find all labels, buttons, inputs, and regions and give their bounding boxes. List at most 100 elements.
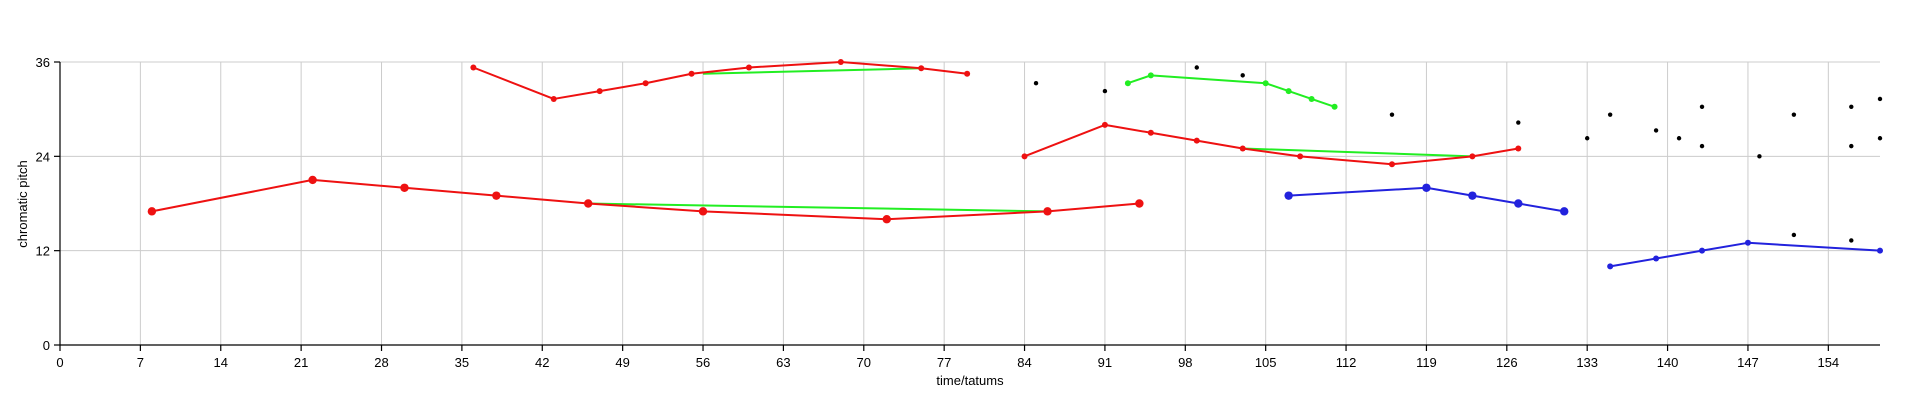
series-point	[584, 199, 593, 208]
y-tick-label: 12	[36, 244, 50, 259]
x-tick-label: 35	[455, 355, 469, 370]
scatter-point	[1877, 96, 1883, 102]
series-point	[1285, 88, 1292, 95]
series-point	[1468, 191, 1477, 200]
scatter-point	[1389, 112, 1395, 117]
x-tick-label: 112	[1336, 355, 1357, 370]
x-tick-label: 0	[56, 355, 63, 370]
scatter-point	[1033, 81, 1039, 86]
series-point	[882, 215, 891, 224]
series-point	[1607, 263, 1614, 270]
scatter-point	[1584, 136, 1590, 141]
series-point	[1308, 95, 1315, 102]
scatter-point	[1676, 136, 1682, 141]
series-point	[837, 59, 844, 65]
x-tick-label: 63	[776, 355, 790, 370]
scatter-points	[1033, 65, 1883, 243]
series-point	[1021, 153, 1028, 160]
scatter-point	[1849, 104, 1854, 110]
y-tick-label: 24	[36, 149, 50, 164]
scatter-point	[1699, 104, 1705, 110]
series-point	[1331, 103, 1338, 110]
series-point	[698, 207, 708, 216]
series-point	[1469, 153, 1476, 160]
series-point	[1297, 153, 1304, 160]
series-point	[1239, 145, 1246, 152]
scatter-point	[1607, 112, 1613, 117]
series-line	[703, 67, 922, 75]
x-tick-label: 91	[1098, 355, 1112, 370]
series-point	[550, 95, 557, 102]
scatter-point	[1699, 143, 1705, 149]
series-point	[147, 207, 157, 216]
grid	[60, 61, 1880, 345]
series-point	[1135, 199, 1144, 208]
y-axis-title: chromatic pitch	[15, 160, 30, 247]
x-tick-label: 70	[857, 355, 871, 370]
series-point	[1262, 80, 1269, 87]
x-tick-label: 7	[137, 355, 144, 370]
series-point	[1653, 255, 1660, 262]
x-tick-label: 84	[1017, 355, 1031, 370]
scatter-point	[1849, 143, 1854, 149]
x-tick-label: 49	[615, 355, 629, 370]
series-point	[1515, 145, 1522, 152]
series-point	[688, 70, 695, 77]
series-point	[1043, 207, 1052, 216]
scatter-point	[1791, 232, 1797, 238]
x-tick-label: 105	[1255, 355, 1277, 370]
series-line	[151, 178, 1140, 221]
x-tick-label: 56	[696, 355, 710, 370]
x-tick-label: 154	[1817, 355, 1839, 370]
scatter-point	[1791, 112, 1797, 117]
series-line	[1609, 241, 1881, 268]
scatter-point	[1240, 73, 1245, 78]
scatter-point	[1849, 238, 1854, 243]
x-tick-label: 119	[1416, 355, 1437, 370]
series-point	[492, 191, 501, 200]
series-point	[642, 80, 649, 87]
series-point	[1877, 247, 1883, 254]
scatter-point	[1877, 136, 1883, 141]
series-point	[1699, 247, 1706, 254]
x-tick-label: 28	[374, 355, 388, 370]
series-point	[1147, 129, 1154, 136]
axes	[59, 62, 1880, 346]
x-tick-label: 140	[1657, 355, 1679, 370]
series-point	[1284, 191, 1293, 200]
scatter-point	[1516, 120, 1521, 125]
series-point	[1422, 183, 1431, 192]
series	[147, 59, 1883, 270]
series-point	[1744, 239, 1751, 246]
x-tick-label: 133	[1576, 355, 1598, 370]
x-tick-label: 21	[294, 355, 308, 370]
scatter-point	[1653, 128, 1659, 133]
x-axis-title: time/tatums	[936, 373, 1004, 388]
scatter-point	[1194, 65, 1199, 70]
tick-labels: 0 7 14 21 28 35 42 49 56 63 70 77 84 91 98 105 112 119 126…	[36, 55, 1840, 370]
series-point	[470, 64, 477, 71]
x-tick-label: 147	[1737, 355, 1759, 370]
series-line	[1127, 74, 1335, 108]
series-point	[1388, 161, 1395, 168]
series-line	[473, 61, 968, 100]
series-point	[1193, 137, 1200, 144]
series-point	[745, 64, 752, 71]
series-point	[1514, 199, 1523, 208]
series-point	[918, 65, 925, 72]
x-tick-label: 126	[1496, 355, 1518, 370]
series-point	[1101, 121, 1108, 128]
y-tick-label: 0	[43, 338, 50, 353]
y-tick-label: 36	[36, 55, 50, 70]
series-point	[596, 88, 603, 95]
series-line	[588, 202, 1048, 213]
scatter-point	[1757, 154, 1762, 159]
series-point	[308, 175, 317, 185]
series-point	[1560, 207, 1569, 216]
series-point	[1124, 80, 1131, 87]
series-point	[400, 183, 409, 192]
x-tick-label: 98	[1178, 355, 1192, 370]
series-line	[1242, 147, 1473, 158]
series-point	[964, 70, 971, 77]
